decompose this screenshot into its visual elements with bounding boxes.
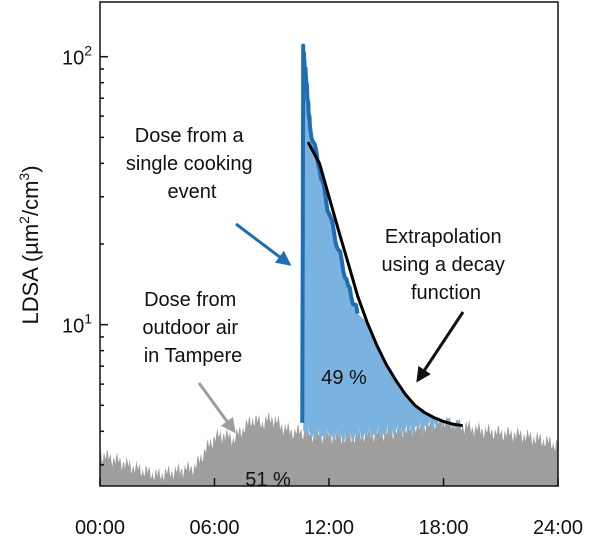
cooking-dose-area [303,45,463,443]
cooking-annotation: Dose from a single cooking event [126,125,258,203]
x-tick-label: 24:00 [533,517,583,539]
outdoor-annotation-arrow [197,382,236,434]
y-axis: 101 102 [62,43,108,466]
x-tick-label: 12:00 [304,517,354,539]
x-tick-label: 18:00 [418,517,468,539]
outdoor-percent-label: 51 % [245,469,291,491]
extrapolation-annotation-arrow [416,311,465,383]
cooking-annotation-arrow [235,222,292,266]
x-tick-label: 00:00 [75,517,125,539]
extrapolation-annotation: Extrapolation using a decay function [382,226,511,304]
x-tick-label: 06:00 [189,517,239,539]
y-tick-label: 102 [62,43,92,70]
cooking-measured-line [300,43,360,423]
decay-function-line [306,141,463,428]
x-axis: 00:00 06:00 12:00 18:00 24:00 [75,478,583,539]
y-tick-label: 101 [62,311,92,338]
outdoor-dose-area [100,411,558,486]
outdoor-annotation: Dose from outdoor air in Tampere [142,289,243,367]
cooking-percent-label: 49 % [321,367,367,389]
y-axis-label: LDSA (µm2/cm3) [16,165,43,324]
